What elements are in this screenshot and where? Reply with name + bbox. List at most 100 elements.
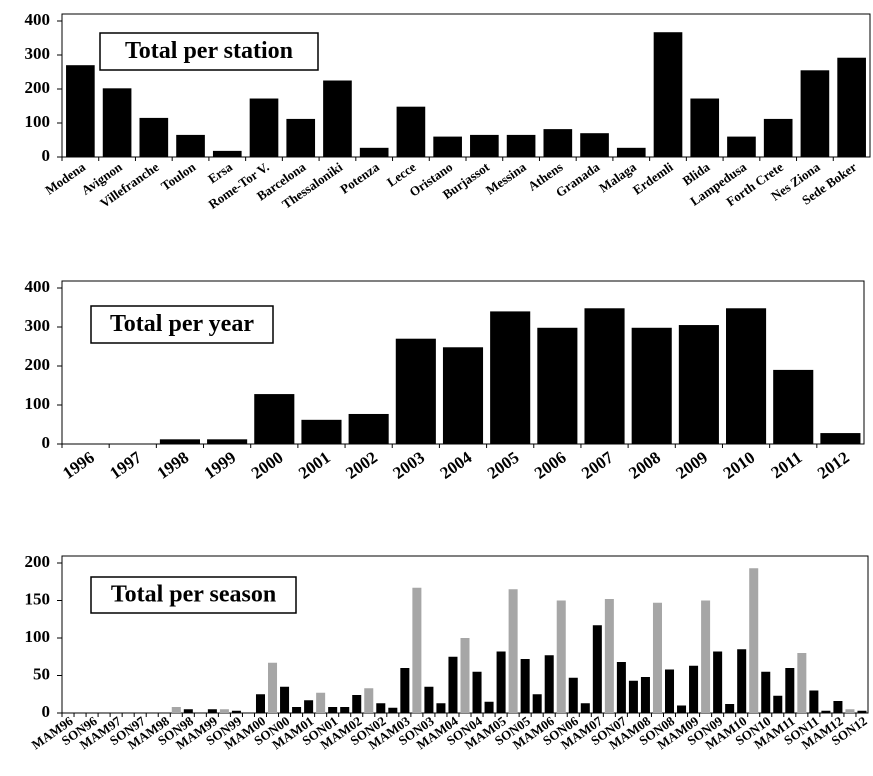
bar — [664, 669, 675, 713]
bar — [761, 671, 771, 713]
title-box — [99, 32, 319, 71]
bar — [678, 325, 719, 444]
bar — [584, 308, 625, 444]
bar — [537, 327, 578, 444]
bar — [727, 136, 756, 157]
bar — [556, 600, 566, 713]
bar — [652, 602, 662, 713]
bar — [139, 117, 169, 157]
title-box — [90, 305, 274, 344]
bar — [800, 70, 830, 157]
bar — [543, 129, 573, 157]
bar — [797, 653, 807, 713]
x-tick-label: 2012 — [814, 448, 853, 483]
chart-title: Total per station — [125, 38, 293, 64]
bar — [249, 98, 279, 157]
bar — [304, 700, 314, 713]
x-tick-label: 2006 — [531, 448, 570, 483]
bar — [773, 369, 814, 444]
bar — [628, 680, 638, 713]
bar — [348, 413, 389, 444]
bar-chart: 050100150200MAM96SON96MAM97SON97MAM98SON… — [25, 552, 870, 752]
bar — [725, 704, 735, 713]
x-tick-label: 1997 — [106, 447, 145, 482]
bar — [212, 150, 242, 157]
bar — [568, 677, 578, 713]
bar — [857, 710, 867, 713]
bar — [484, 701, 494, 713]
bar — [713, 651, 723, 713]
y-tick-label: 400 — [25, 277, 51, 296]
title-box — [90, 576, 297, 614]
x-tick-label: 2001 — [295, 448, 334, 483]
y-tick-label: 0 — [42, 433, 51, 452]
x-tick-label: 2000 — [248, 448, 287, 483]
y-tick-label: 400 — [25, 10, 51, 29]
bar — [412, 587, 422, 713]
bar — [176, 134, 205, 157]
bar — [604, 599, 614, 713]
y-tick-label: 150 — [25, 589, 51, 608]
x-tick-label: 1999 — [201, 448, 240, 483]
bar — [472, 671, 482, 713]
bar — [631, 327, 672, 444]
bar — [580, 703, 590, 713]
bar — [359, 147, 389, 157]
bar — [520, 659, 530, 713]
bar — [280, 686, 290, 713]
bar — [219, 709, 229, 713]
y-tick-label: 200 — [25, 552, 51, 571]
bar — [352, 695, 362, 713]
y-tick-label: 200 — [25, 78, 51, 97]
bar — [207, 709, 217, 713]
y-tick-label: 0 — [42, 702, 51, 721]
bar — [424, 686, 434, 713]
bar — [396, 106, 426, 157]
y-tick-label: 300 — [25, 316, 51, 335]
bar — [532, 694, 542, 713]
bar — [749, 568, 759, 713]
bar — [640, 677, 650, 713]
bar — [323, 80, 352, 157]
x-tick-label: Toulon — [158, 159, 199, 194]
x-tick-label: 1998 — [153, 448, 192, 483]
bar — [809, 690, 819, 713]
bar — [448, 656, 458, 713]
bar — [506, 134, 536, 157]
y-tick-label: 100 — [25, 394, 51, 413]
bar — [821, 710, 831, 713]
x-tick-label: 2011 — [768, 448, 806, 483]
chart-title: Total per year — [110, 311, 254, 337]
bar — [833, 701, 843, 713]
bar — [490, 311, 531, 444]
bar — [66, 65, 95, 157]
x-tick-label: Messina — [483, 159, 529, 198]
x-tick-label: 2004 — [437, 447, 476, 482]
bar — [159, 439, 200, 444]
y-tick-label: 0 — [42, 146, 51, 165]
bar — [845, 709, 855, 713]
bar — [470, 134, 499, 157]
bar — [364, 688, 374, 713]
bar — [592, 625, 602, 713]
x-tick-label: 2003 — [389, 448, 428, 483]
bar — [508, 589, 518, 713]
bar — [690, 98, 720, 157]
bar — [231, 710, 241, 713]
chart-title: Total per season — [111, 582, 276, 608]
x-tick-label: Potenza — [337, 159, 382, 197]
bar — [268, 662, 278, 713]
bar — [763, 118, 793, 157]
bar — [737, 649, 747, 713]
y-tick-label: 100 — [25, 112, 51, 131]
bar — [653, 32, 683, 157]
x-tick-label: 2002 — [342, 448, 381, 483]
bar — [395, 338, 436, 444]
y-tick-label: 200 — [25, 355, 51, 374]
y-tick-label: 300 — [25, 44, 51, 63]
bar — [328, 707, 338, 713]
bar — [820, 433, 861, 444]
bar — [254, 394, 295, 444]
bar — [183, 709, 193, 713]
